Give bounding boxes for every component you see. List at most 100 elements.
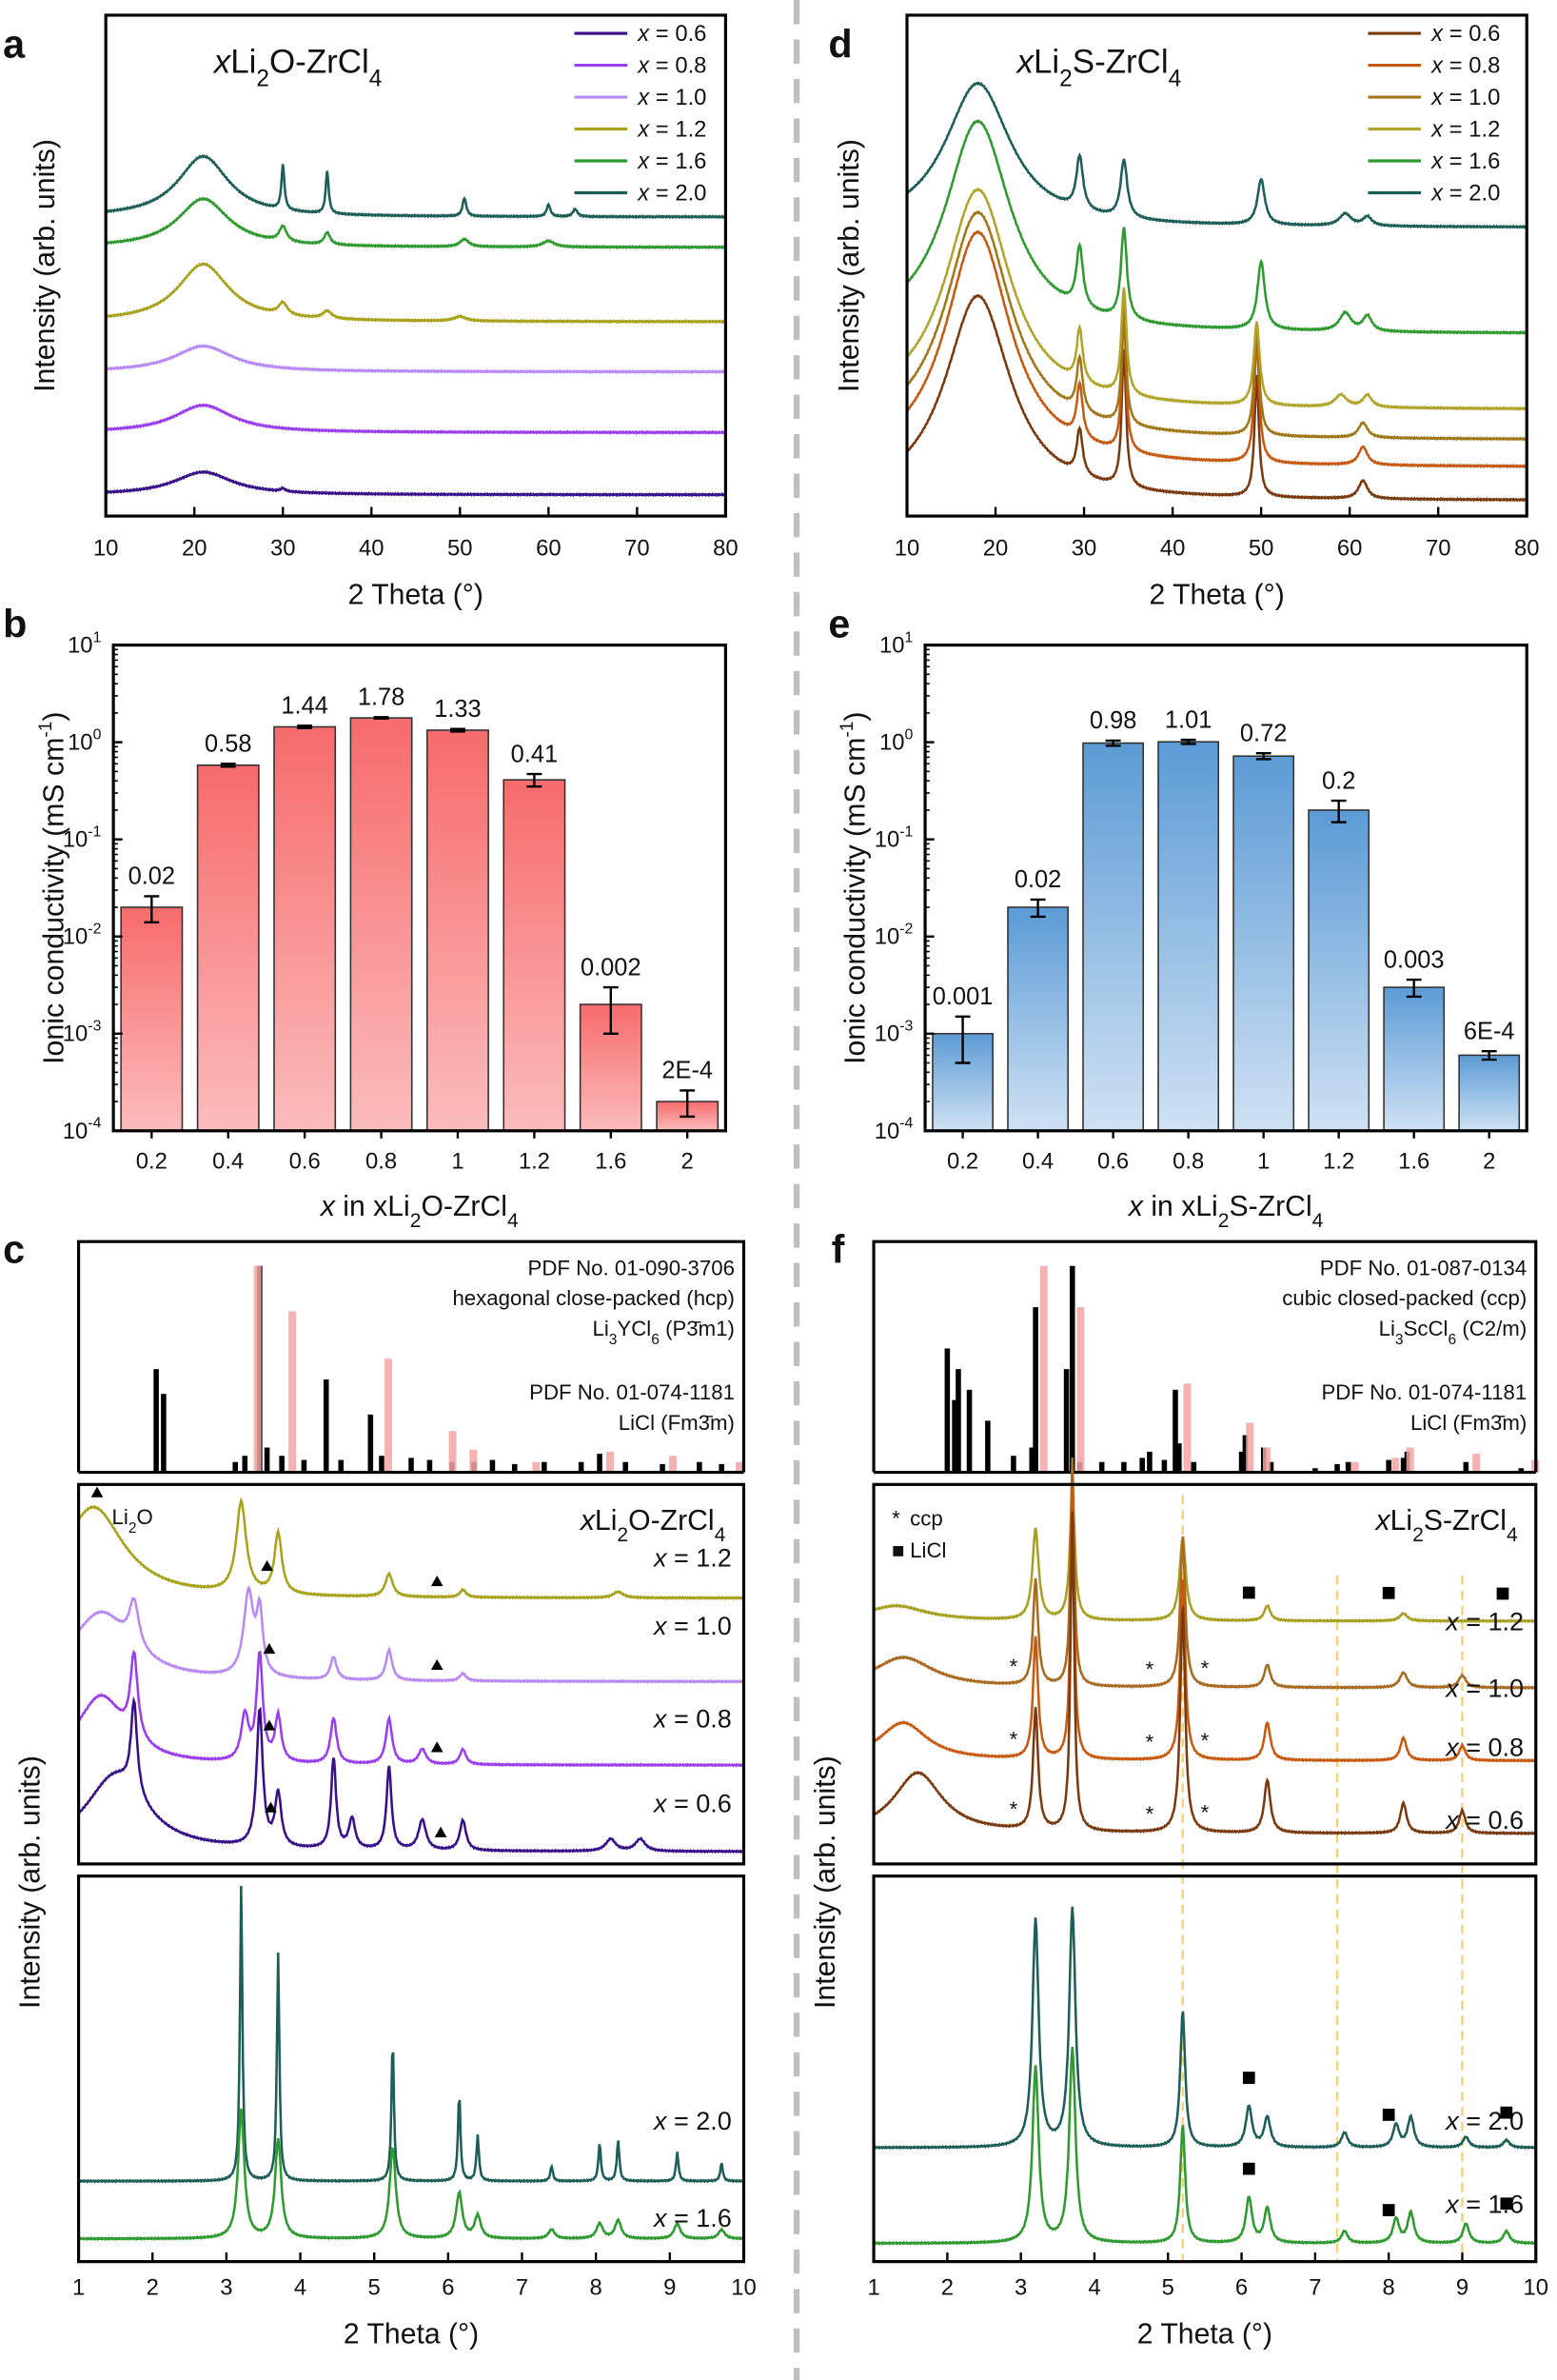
tick-base: 10	[875, 924, 899, 950]
triangle-marker	[263, 1642, 276, 1655]
y-tick-label: 10-4	[63, 1116, 102, 1144]
reference-stick	[489, 1459, 496, 1473]
y-tick-label: 101	[879, 629, 913, 658]
x-tick-label: 0.8	[365, 1149, 397, 1175]
x-tick-label: 10	[731, 2275, 756, 2301]
series-label: x = 0.6	[1444, 1806, 1524, 1835]
x-tick-label: 70	[624, 536, 649, 562]
series-line-x06	[105, 469, 727, 498]
x-tick-label: 0.4	[1022, 1149, 1054, 1175]
plot-frame	[77, 1482, 746, 1866]
bar	[1383, 986, 1446, 1132]
y-axis-title: Intensity (arb. units)	[14, 1755, 46, 2009]
x-tick-label: 1	[451, 1149, 463, 1175]
tick-exponent: -1	[88, 823, 101, 840]
legend-label: LiCl	[910, 1538, 946, 1562]
reference-stick	[944, 1348, 951, 1473]
error-bar	[144, 895, 160, 924]
x-tick-label: 80	[713, 536, 738, 562]
x-tick-label: 40	[1160, 536, 1185, 562]
bar	[1458, 1054, 1521, 1132]
x-tick-label: 4	[1088, 2275, 1100, 2301]
panel-label-a: a	[3, 23, 26, 67]
y-tick-label: 10-4	[875, 1116, 914, 1144]
square-marker	[1382, 2109, 1395, 2121]
series-line-x12	[105, 262, 727, 325]
series-line	[873, 1484, 1537, 1763]
square-marker	[1242, 1586, 1255, 1599]
legend-label: x = 2.0	[1430, 180, 1500, 206]
reference-stick	[288, 1311, 297, 1473]
square-marker	[1496, 1587, 1509, 1600]
reference-stick	[1386, 1459, 1391, 1473]
panel-label-d: d	[828, 23, 852, 67]
tick-base: 10	[875, 1021, 899, 1047]
bar-chart-b: 0.02 0.2 0.58 0.4 1.44 0.6 1.78 0.8 1.33 1 0.41 1.2…	[36, 629, 727, 1232]
x-tick-label: 40	[359, 536, 384, 562]
reference-label: Li3YCl6 (P3̄m1)	[592, 1317, 734, 1348]
panel-label-b: b	[3, 603, 27, 646]
series-label: x = 0.6	[652, 1790, 732, 1818]
x-tick-label: 10	[93, 536, 118, 562]
reference-stick	[448, 1431, 457, 1473]
tick-base: 10	[875, 827, 899, 853]
x-tick-label: 4	[294, 2275, 306, 2301]
x-tick-label: 80	[1514, 536, 1539, 562]
tick-base: 10	[63, 924, 88, 950]
triangle-marker	[430, 1741, 443, 1753]
x-tick-label: 1	[1257, 1149, 1270, 1175]
reference-stick	[1312, 1468, 1318, 1473]
y-title-main: Ionic conductivity (mS cm	[840, 738, 872, 1064]
legend-label: x = 2.0	[637, 180, 706, 206]
square-marker	[1500, 2197, 1513, 2211]
legend-label: x = 1.0	[1430, 85, 1500, 110]
reference-stick	[1472, 1454, 1481, 1473]
bar-value-label: 0.41	[511, 741, 558, 767]
reference-stick	[232, 1461, 238, 1473]
reference-label: cubic closed-packed (ccp)	[1282, 1286, 1527, 1310]
error-bar	[680, 1089, 696, 1119]
plot-frame	[872, 1874, 1538, 2264]
reference-stick	[1400, 1458, 1407, 1473]
reference-label: PDF No. 01-090-3706	[528, 1256, 735, 1279]
x-tick-label: 70	[1426, 536, 1450, 562]
x-tick-label: 0.6	[1097, 1149, 1129, 1175]
reference-stick	[956, 1369, 961, 1473]
tick-exponent: -1	[899, 823, 913, 840]
reference-stick	[1011, 1456, 1016, 1473]
series-line	[873, 1458, 1537, 1691]
reference-stick	[253, 1265, 262, 1473]
x-tick-label: 0.4	[212, 1149, 244, 1175]
legend-symbol: ■	[892, 1538, 904, 1562]
series-label: x = 2.0	[652, 2107, 732, 2135]
reference-frame	[872, 1240, 1538, 1473]
x-axis-title: 2 Theta (°)	[1149, 580, 1284, 611]
x-tick-label: 0.6	[289, 1149, 321, 1175]
bar-value-label: 0.002	[581, 954, 641, 981]
reference-stick	[1268, 1461, 1274, 1473]
triangle-marker	[265, 1801, 277, 1813]
y-tick-label: 10-1	[63, 823, 102, 852]
asterisk-marker: *	[1010, 1655, 1018, 1678]
y-tick-label: 10-3	[63, 1019, 102, 1047]
legend-label: x = 0.8	[1430, 52, 1500, 78]
tick-base: 10	[68, 730, 92, 756]
reference-label: PDF No. 01-074-1181	[529, 1380, 735, 1404]
x-axis-title: x in xLi2O-ZrCl4	[319, 1191, 519, 1232]
y-tick-label: 100	[68, 726, 101, 755]
xrd-bottom: x = 2.0x = 1.6	[872, 1874, 1538, 2264]
triangle-marker	[434, 1826, 447, 1837]
series-line	[78, 1886, 745, 2184]
reference-stick	[1518, 1468, 1525, 1473]
legend-label: x = 1.2	[1430, 116, 1500, 142]
error-bar	[220, 763, 236, 768]
y-tick-label: 10-3	[875, 1019, 914, 1047]
tick-base: 10	[879, 633, 904, 659]
reference-stick	[384, 1359, 393, 1473]
x-tick-label: 30	[1072, 536, 1096, 562]
bar	[196, 764, 260, 1132]
asterisk-marker: *	[1201, 1800, 1210, 1824]
asterisk-marker: *	[1146, 1657, 1154, 1681]
tick-exponent: -3	[88, 1019, 101, 1035]
